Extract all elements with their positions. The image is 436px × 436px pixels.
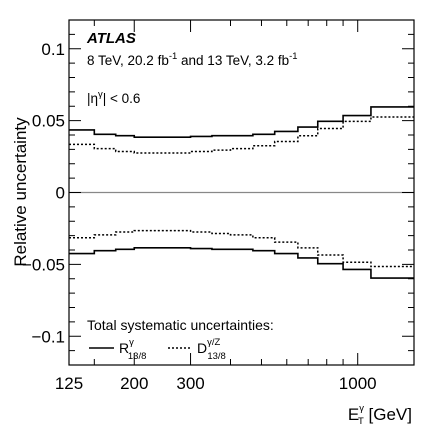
legend-title: Total systematic uncertainties: bbox=[87, 317, 274, 333]
y-tick-label: −0.05 bbox=[22, 255, 65, 274]
series-d-lower-line bbox=[69, 229, 414, 268]
legend-label-d: Dγ/Z 13/8 bbox=[197, 337, 226, 362]
x-tick-label: 200 bbox=[120, 374, 148, 393]
legend: Total systematic uncertainties: Rγ 13/8 D… bbox=[87, 317, 274, 362]
y-tick-label: −0.1 bbox=[31, 327, 65, 346]
y-axis-title: Relative uncertainty bbox=[11, 117, 30, 267]
run-info-text: 8 TeV, 20.2 fb-1 and 13 TeV, 3.2 fb-1 bbox=[87, 51, 298, 68]
x-tick-label: 125 bbox=[55, 374, 83, 393]
y-tick-label: 0 bbox=[56, 184, 65, 203]
experiment-label: ATLAS bbox=[86, 30, 136, 47]
series-r-upper-line bbox=[69, 106, 414, 138]
y-tick-label: 0.05 bbox=[32, 112, 65, 131]
chart-marks bbox=[69, 106, 414, 279]
y-tick-label: 0.1 bbox=[41, 40, 65, 59]
legend-label-r: Rγ 13/8 bbox=[119, 337, 146, 362]
series-d-upper-line bbox=[69, 116, 414, 154]
x-tick-label: 300 bbox=[176, 374, 204, 393]
x-tick-label: 1000 bbox=[339, 374, 377, 393]
eta-cut-text: |ηγ| < 0.6 bbox=[87, 89, 140, 106]
x-axis-title: Eγ T [GeV] bbox=[348, 403, 412, 427]
axis-ticks: −0.1 −0.05 0 0.05 0.1 125 200 300 1000 bbox=[22, 19, 414, 393]
series-r-lower-line bbox=[69, 247, 414, 279]
